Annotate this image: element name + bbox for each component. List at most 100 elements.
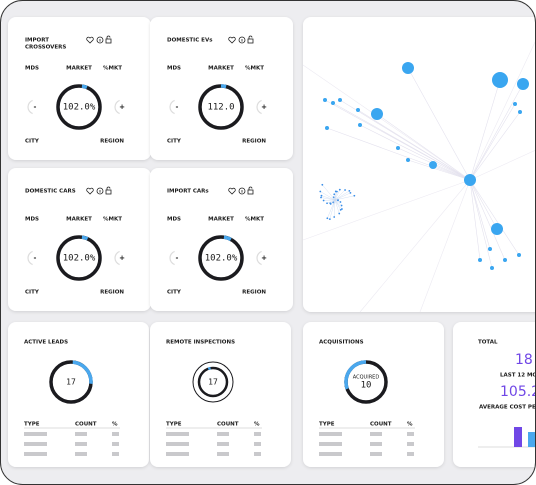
- graph-node: [325, 126, 329, 130]
- gauge-value: 17: [66, 378, 76, 387]
- cluster-edge: [334, 195, 355, 201]
- gauge-arc: [81, 84, 88, 90]
- gauge-ring: [56, 235, 102, 281]
- graph-node: [406, 158, 410, 162]
- summary-title: ACQUISITIONS: [319, 340, 364, 346]
- graph-edge: [359, 124, 471, 181]
- tile-title: DOMESTIC CARS: [25, 189, 76, 195]
- tile-title: DOMESTIC EVs: [167, 38, 213, 44]
- minus-button[interactable]: -: [176, 254, 179, 262]
- plus-button-ring: [256, 250, 262, 266]
- plus-button[interactable]: +: [119, 254, 125, 262]
- graph-edge: [469, 179, 493, 269]
- graph-edge: [469, 179, 506, 261]
- graph-node: [356, 108, 360, 112]
- info-icon[interactable]: [96, 187, 104, 195]
- cluster-node: [339, 201, 342, 203]
- graph-node: [396, 146, 400, 150]
- gauge-value: 10: [361, 381, 372, 391]
- gauge-value: 102.0%: [63, 103, 96, 113]
- favorite-icon[interactable]: [228, 187, 236, 195]
- plus-button[interactable]: +: [119, 103, 125, 111]
- card: [8, 168, 151, 311]
- footer-label: CITY: [25, 139, 40, 145]
- graph-node: [518, 110, 522, 114]
- cluster-node: [326, 217, 329, 220]
- lock-icon[interactable]: [105, 38, 112, 44]
- gauge-value: 112.0: [207, 103, 234, 113]
- column-label: MDS: [167, 66, 181, 72]
- table-header: %: [407, 422, 413, 428]
- cluster-node: [333, 193, 336, 196]
- gauge-outer-ring: [192, 361, 234, 403]
- graph-node: [478, 258, 482, 262]
- placeholder-cell: [370, 432, 382, 436]
- total-amount-label: AVERAGE COST PER A: [479, 405, 536, 411]
- placeholder-cell: [112, 432, 119, 436]
- cluster-edge: [334, 194, 336, 201]
- lock-shackle: [248, 35, 253, 39]
- cluster-node: [321, 183, 324, 186]
- graph-edge: [469, 79, 501, 181]
- cluster-edge: [334, 189, 346, 201]
- favorite-icon[interactable]: [228, 36, 236, 44]
- minus-button[interactable]: -: [34, 103, 37, 111]
- placeholder-cell: [24, 432, 47, 436]
- placeholder-cell: [370, 442, 382, 446]
- info-icon[interactable]: [238, 187, 246, 195]
- minus-button-ring: [27, 250, 33, 266]
- card: [150, 17, 293, 160]
- cluster-node: [328, 218, 331, 221]
- lock-shackle: [106, 35, 111, 39]
- graph-node: [491, 223, 503, 235]
- tile-title: CROSSOVERS: [25, 45, 66, 51]
- placeholder-cell: [75, 442, 87, 446]
- favorite-icon[interactable]: [86, 36, 94, 44]
- graph-edge: [359, 179, 471, 313]
- table-header: TYPE: [319, 422, 335, 428]
- gauge-value: 102.0%: [205, 254, 238, 264]
- chart-bar: [528, 432, 536, 447]
- cluster-node: [338, 188, 341, 191]
- table-header: COUNT: [75, 422, 97, 428]
- card: [8, 17, 151, 160]
- graph-node: [503, 258, 507, 262]
- graph-edge: [326, 127, 471, 181]
- placeholder-cell: [166, 432, 189, 436]
- graph-edge: [469, 179, 481, 261]
- graph-node: [358, 123, 362, 127]
- cluster-edge: [330, 199, 336, 204]
- info-icon[interactable]: [238, 36, 246, 44]
- graph-edge: [469, 179, 498, 230]
- card: [8, 322, 149, 467]
- lock-icon[interactable]: [105, 189, 112, 195]
- table-header: COUNT: [217, 422, 239, 428]
- minus-button[interactable]: -: [34, 254, 37, 262]
- favorite-icon[interactable]: [86, 187, 94, 195]
- plus-button[interactable]: +: [261, 254, 267, 262]
- cluster-node: [319, 190, 322, 193]
- graph-node: [488, 247, 492, 251]
- cluster-edge: [334, 191, 338, 201]
- cluster-edge: [327, 199, 336, 219]
- graph-node: [402, 62, 414, 74]
- lock-icon[interactable]: [247, 38, 254, 44]
- cluster-node: [353, 194, 356, 197]
- cluster-node: [340, 204, 343, 207]
- placeholder-cell: [370, 452, 382, 456]
- cluster-edge: [321, 195, 336, 201]
- graph-edge: [357, 109, 471, 181]
- total-count: 18: [515, 352, 533, 368]
- minus-button[interactable]: -: [176, 103, 179, 111]
- cluster-node: [335, 190, 338, 193]
- lock-icon[interactable]: [247, 189, 254, 195]
- graph-node: [323, 98, 327, 102]
- gauge-arc: [223, 235, 232, 242]
- column-label: MARKET: [208, 217, 234, 223]
- plus-button[interactable]: +: [261, 103, 267, 111]
- cluster-edge: [334, 199, 343, 210]
- graph-edge: [469, 149, 536, 181]
- info-icon[interactable]: [96, 36, 104, 44]
- column-label: MDS: [25, 66, 39, 72]
- footer-label: REGION: [242, 290, 266, 296]
